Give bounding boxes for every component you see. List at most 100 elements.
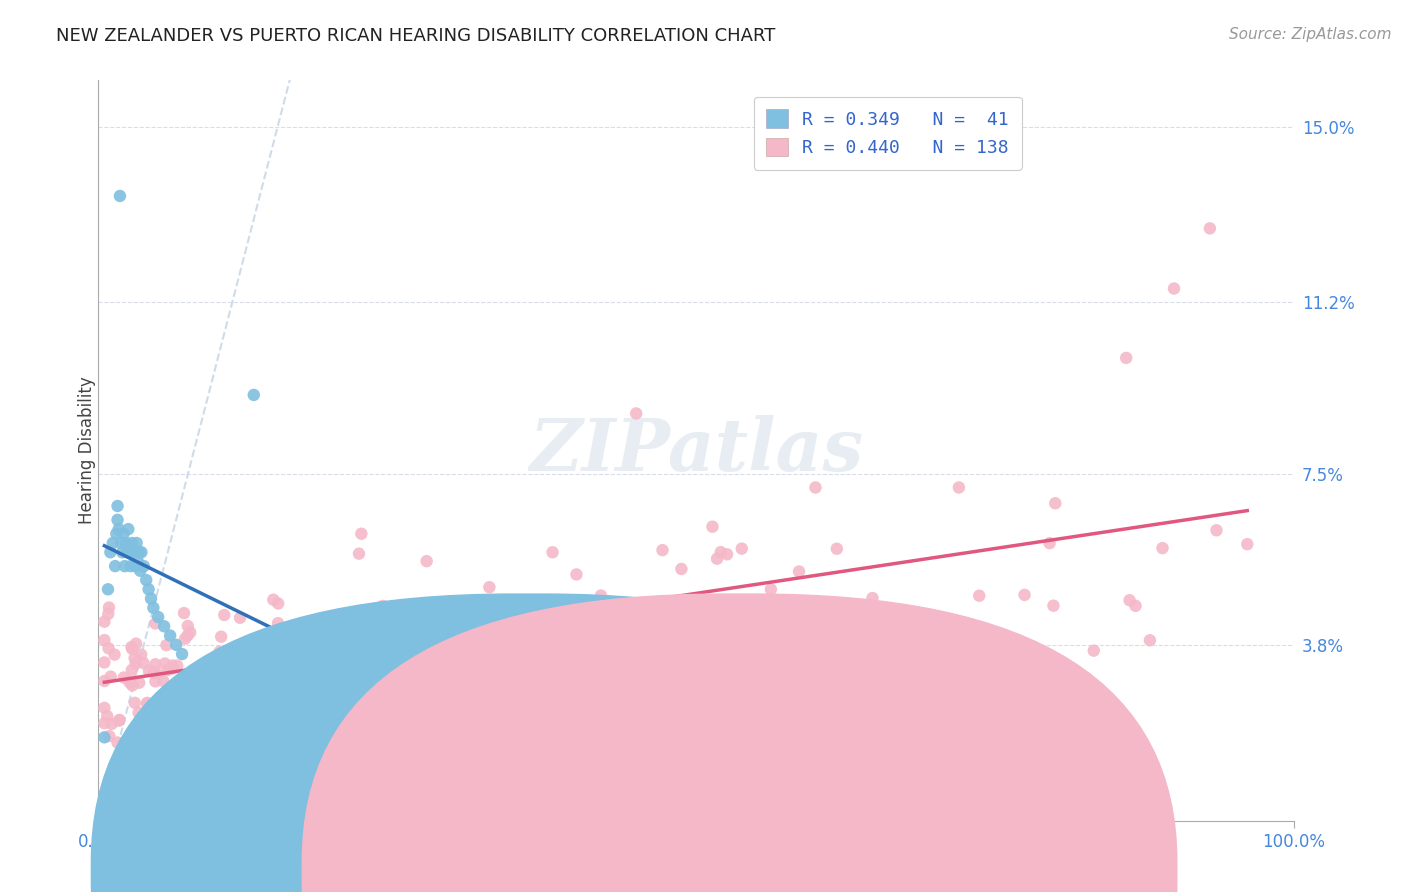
Point <box>371 599 394 613</box>
Point <box>550 641 572 656</box>
Point <box>118 675 141 690</box>
Point <box>551 668 574 682</box>
Point <box>96 709 118 723</box>
Point <box>405 657 427 672</box>
Point <box>128 545 150 559</box>
Point <box>229 611 252 625</box>
Point <box>478 580 501 594</box>
Point <box>121 640 143 654</box>
Point <box>224 675 246 690</box>
Text: ZIPatlas: ZIPatlas <box>529 415 863 486</box>
Point <box>142 665 165 679</box>
Point <box>101 536 124 550</box>
Point <box>1039 536 1062 550</box>
Point <box>114 559 136 574</box>
Point <box>605 647 627 661</box>
Point <box>862 591 884 605</box>
Point <box>731 541 754 556</box>
Point <box>350 526 373 541</box>
Point <box>100 670 122 684</box>
Point <box>565 567 588 582</box>
Point <box>108 713 131 727</box>
Point <box>120 559 142 574</box>
Point <box>98 545 122 559</box>
Point <box>145 674 167 689</box>
Point <box>132 656 155 670</box>
Point <box>541 545 564 559</box>
Point <box>136 697 159 711</box>
Point <box>128 675 150 690</box>
Point <box>671 562 693 576</box>
Point <box>1042 599 1064 613</box>
Point <box>1236 537 1258 551</box>
Point <box>710 545 733 559</box>
Point <box>145 665 167 680</box>
Point <box>172 647 194 661</box>
Point <box>108 714 131 728</box>
Point <box>661 697 683 711</box>
Point <box>374 677 396 691</box>
Point <box>115 536 138 550</box>
Point <box>589 589 612 603</box>
Point <box>165 638 187 652</box>
Point <box>1083 643 1105 657</box>
Point <box>107 522 129 536</box>
Point <box>188 710 211 724</box>
Point <box>218 665 240 679</box>
Point <box>748 720 770 734</box>
Point <box>145 657 167 672</box>
Point <box>93 615 115 629</box>
Point <box>350 627 373 641</box>
Point <box>107 513 129 527</box>
Point <box>177 619 200 633</box>
Point <box>295 635 318 649</box>
Y-axis label: Hearing Disability: Hearing Disability <box>79 376 96 524</box>
Point <box>125 657 148 671</box>
Point <box>107 499 129 513</box>
Point <box>706 551 728 566</box>
Point <box>347 547 370 561</box>
Point <box>129 564 152 578</box>
Point <box>156 663 179 677</box>
Point <box>198 674 221 689</box>
Point <box>643 677 665 691</box>
Point <box>626 407 648 421</box>
Point <box>118 545 141 559</box>
Point <box>139 591 162 606</box>
Point <box>176 628 198 642</box>
Point <box>121 678 143 692</box>
Point <box>162 662 184 676</box>
Point <box>172 707 194 722</box>
Point <box>100 717 122 731</box>
Point <box>129 648 152 662</box>
Point <box>1118 593 1140 607</box>
Point <box>117 522 139 536</box>
Point <box>1152 541 1174 556</box>
Point <box>153 657 176 671</box>
Point <box>173 606 195 620</box>
Point <box>115 545 138 559</box>
Point <box>97 582 120 597</box>
Point <box>98 729 121 743</box>
Point <box>138 664 160 678</box>
Point <box>97 641 120 656</box>
Point <box>93 716 115 731</box>
Point <box>1115 351 1137 365</box>
Point <box>201 684 224 698</box>
Point <box>419 663 441 677</box>
Point <box>1199 221 1222 235</box>
Point <box>948 481 970 495</box>
Point <box>157 747 180 762</box>
Point <box>162 658 184 673</box>
Point <box>124 559 146 574</box>
Point <box>112 526 135 541</box>
Point <box>716 547 738 561</box>
Point <box>724 607 747 621</box>
Point <box>142 600 165 615</box>
Point <box>97 607 120 621</box>
Point <box>825 541 848 556</box>
Point <box>1125 599 1147 613</box>
Point <box>183 665 205 680</box>
Point <box>112 671 135 685</box>
Point <box>125 637 148 651</box>
